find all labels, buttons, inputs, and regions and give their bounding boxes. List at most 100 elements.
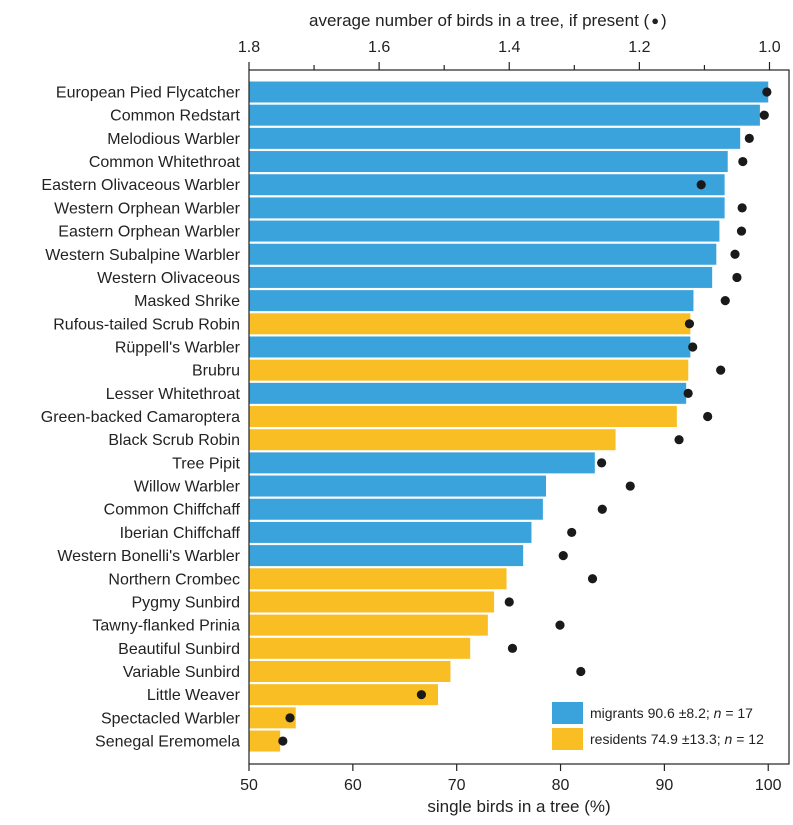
- bars-layer: [249, 81, 769, 752]
- bar-14: [249, 406, 677, 428]
- top-axis-title: average number of birds in a tree, if pr…: [309, 11, 667, 30]
- species-label-3: Common Whitethroat: [89, 154, 241, 171]
- bottom-axis-title: single birds in a tree (%): [427, 797, 610, 816]
- bar-23: [249, 614, 488, 636]
- dot-1: [759, 110, 769, 120]
- bar-26: [249, 684, 438, 706]
- dot-11: [688, 342, 698, 352]
- species-label-2: Melodious Warbler: [107, 131, 240, 148]
- plot-frame: [248, 69, 790, 765]
- bar-5: [249, 197, 725, 219]
- species-label-24: Beautiful Sunbird: [118, 641, 240, 658]
- species-label-1: Common Redstart: [110, 108, 240, 125]
- species-label-7: Western Subalpine Warbler: [45, 247, 240, 264]
- dot-6: [736, 226, 747, 236]
- species-label-25: Variable Sunbird: [123, 664, 240, 681]
- bar-13: [249, 382, 687, 404]
- bar-20: [249, 545, 524, 567]
- dot-18: [597, 504, 607, 514]
- species-label-0: European Pied Flycatcher: [56, 85, 241, 102]
- legend-swatch-residents: [552, 728, 583, 750]
- dot-3: [738, 156, 748, 167]
- species-label-6: Eastern Orphean Warbler: [58, 224, 240, 241]
- dot-20: [558, 551, 568, 561]
- species-label-9: Masked Shrike: [134, 293, 240, 310]
- species-label-19: Iberian Chiffchaff: [120, 525, 241, 542]
- species-label-26: Little Weaver: [147, 687, 241, 704]
- dots-layer: [278, 87, 772, 746]
- bar-18: [249, 498, 543, 520]
- species-label-4: Eastern Olivaceous Warbler: [41, 177, 240, 194]
- dot-26: [416, 690, 427, 700]
- dot-0: [762, 87, 772, 97]
- x2-tick-label-3: 1.2: [628, 39, 650, 56]
- species-label-13: Lesser Whitethroat: [106, 386, 241, 403]
- bar-19: [249, 521, 532, 543]
- dot-13: [683, 388, 693, 398]
- x2-tick-label-4: 1.0: [758, 39, 780, 56]
- dot-12: [716, 365, 726, 375]
- species-label-10: Rufous-tailed Scrub Robin: [53, 316, 240, 333]
- x-tick-label-2: 70: [448, 777, 466, 794]
- top-axis-title-text: average number of birds in a tree, if pr…: [309, 11, 650, 30]
- top-axis-ticks: 1.8 1.6 1.4 1.2 1.0: [238, 39, 781, 70]
- dot-25: [576, 666, 586, 677]
- species-label-18: Common Chiffchaff: [104, 502, 241, 519]
- species-label-20: Western Bonelli's Warbler: [57, 548, 240, 565]
- bottom-axis-ticks: 50 60 70 80 90 100: [240, 764, 782, 794]
- species-label-5: Western Orphean Warbler: [54, 200, 241, 217]
- dot-5: [737, 203, 747, 213]
- dot-15: [674, 435, 684, 445]
- legend-label-residents: residents 74.9 ±13.3; n = 12: [590, 731, 764, 747]
- bar-2: [249, 127, 741, 149]
- species-label-11: Rüppell's Warbler: [115, 339, 241, 356]
- bar-1: [249, 104, 760, 126]
- species-label-27: Spectacled Warbler: [101, 710, 241, 727]
- bar-12: [249, 359, 689, 381]
- dot-7: [730, 249, 740, 259]
- bar-24: [249, 637, 471, 659]
- species-label-15: Black Scrub Robin: [108, 432, 240, 449]
- bar-27: [249, 707, 296, 729]
- bar-9: [249, 290, 694, 312]
- dot-9: [720, 296, 730, 306]
- bar-22: [249, 591, 495, 613]
- species-label-28: Senegal Eremomela: [95, 734, 240, 751]
- species-labels: European Pied Flycatcher Common Redstart M…: [41, 85, 241, 751]
- x2-tick-label-2: 1.4: [498, 39, 520, 56]
- dot-24: [507, 643, 518, 653]
- legend-swatch-migrants: [552, 702, 583, 724]
- bar-17: [249, 475, 546, 497]
- dot-19: [567, 527, 577, 538]
- dot-8: [732, 272, 742, 283]
- dot-14: [703, 411, 713, 422]
- dot-22: [504, 597, 514, 607]
- x-tick-label-1: 60: [344, 777, 362, 794]
- species-label-8: Western Olivaceous: [97, 270, 240, 287]
- bar-28: [249, 730, 281, 752]
- bar-6: [249, 220, 720, 242]
- bar-15: [249, 429, 616, 451]
- species-label-23: Tawny-flanked Prinia: [92, 618, 240, 635]
- species-label-21: Northern Crombec: [108, 571, 240, 588]
- species-label-12: Brubru: [192, 363, 240, 380]
- legend-label-migrants: migrants 90.6 ±8.2; n = 17: [590, 705, 753, 721]
- species-label-22: Pygmy Sunbird: [132, 594, 241, 611]
- x-tick-label-5: 100: [755, 777, 782, 794]
- dot-16: [597, 458, 607, 468]
- bar-10: [249, 313, 691, 335]
- x2-tick-label-0: 1.8: [238, 39, 260, 56]
- x2-tick-label-1: 1.6: [368, 39, 390, 56]
- dot-23: [555, 620, 565, 630]
- legend: migrants 90.6 ±8.2; n = 17 residents 74.…: [552, 702, 764, 750]
- bar-3: [249, 151, 728, 173]
- bar-8: [249, 266, 713, 288]
- dot-21: [587, 574, 598, 584]
- x-tick-label-0: 50: [240, 777, 258, 794]
- bar-21: [249, 568, 507, 590]
- species-label-16: Tree Pipit: [172, 455, 240, 472]
- x-tick-label-4: 90: [655, 777, 673, 794]
- species-label-17: Willow Warbler: [134, 479, 241, 496]
- dot-28: [278, 736, 288, 746]
- dot-marker-glyph: ●: [651, 13, 659, 28]
